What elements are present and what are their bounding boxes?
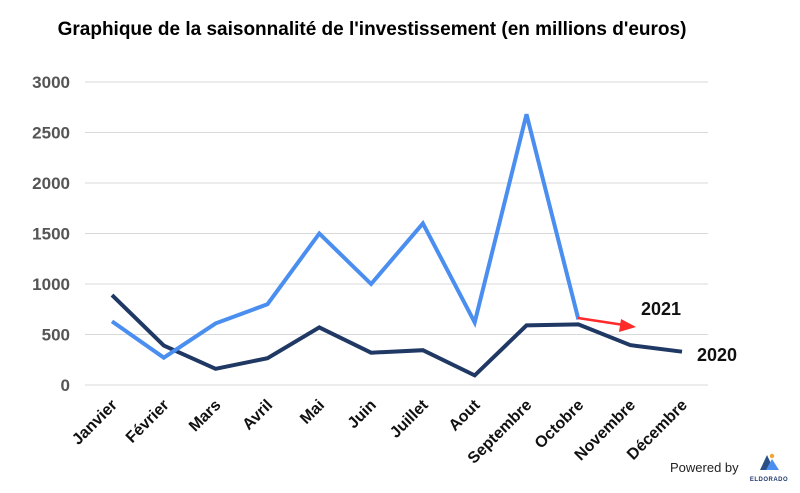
eldorado-logo-icon [760, 453, 779, 470]
annotations [577, 316, 636, 332]
series-lines [110, 113, 683, 378]
series-label-2021: 2021 [641, 299, 681, 319]
y-tick-label: 3000 [32, 73, 70, 92]
y-tick-label: 500 [42, 326, 70, 345]
footer: Powered by ELDORADO [670, 453, 788, 483]
series-labels: 2021 2020 [641, 299, 737, 365]
powered-by-text: Powered by [670, 460, 739, 475]
y-tick-label: 1500 [32, 225, 70, 244]
x-tick-label: Février [123, 397, 173, 447]
x-tick-label: Avril [240, 397, 277, 434]
x-tick-label: Juillet [387, 396, 432, 441]
series-label-2020: 2020 [697, 345, 737, 365]
y-tick-label: 1000 [32, 275, 70, 294]
annotation-arrow-head [619, 319, 636, 332]
annotation-arrow-line [577, 316, 625, 327]
series-line-2021 [110, 113, 581, 361]
grid [85, 81, 708, 386]
y-tick-label: 2000 [32, 174, 70, 193]
y-axis-ticks: 0 500 1000 1500 2000 2500 3000 [32, 73, 70, 395]
x-tick-label: Janvier [69, 397, 121, 449]
brand-name: ELDORADO [750, 477, 788, 483]
x-tick-label: Mai [297, 397, 328, 428]
y-tick-label: 2500 [32, 124, 70, 143]
series-line-2020 [110, 293, 683, 378]
chart-title: Graphique de la saisonnalité de l'invest… [58, 19, 687, 40]
x-axis-ticks: Janvier Février Mars Avril Mai Juin Juillet Aou… [69, 396, 691, 467]
x-tick-label: Aout [446, 396, 484, 434]
x-tick-label: Mars [186, 397, 225, 436]
x-tick-label: Juin [345, 397, 380, 432]
y-tick-label: 0 [61, 376, 70, 395]
